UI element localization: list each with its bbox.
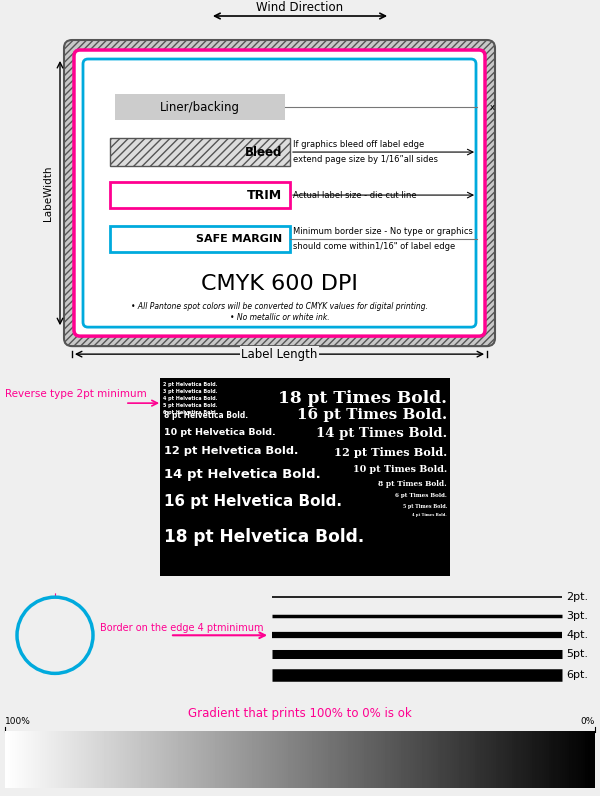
Text: 4pt.: 4pt. bbox=[566, 630, 588, 640]
Text: TRIM: TRIM bbox=[247, 189, 282, 201]
Text: 5 pt Times Bold.: 5 pt Times Bold. bbox=[403, 504, 447, 509]
Text: 2pt.: 2pt. bbox=[566, 592, 588, 602]
Text: Label Length: Label Length bbox=[241, 348, 317, 361]
Text: x: x bbox=[490, 103, 495, 111]
Text: LabeWidth: LabeWidth bbox=[43, 166, 53, 220]
Text: Liner/backing: Liner/backing bbox=[160, 100, 240, 114]
Text: 16 pt Times Bold.: 16 pt Times Bold. bbox=[297, 408, 447, 422]
Bar bbox=[160, 378, 450, 576]
Text: 12 pt Times Bold.: 12 pt Times Bold. bbox=[334, 447, 447, 458]
Text: 18 pt Times Bold.: 18 pt Times Bold. bbox=[278, 390, 447, 407]
Text: 10 pt Times Bold.: 10 pt Times Bold. bbox=[353, 465, 447, 474]
Text: 18 pt Helvetica Bold.: 18 pt Helvetica Bold. bbox=[164, 528, 364, 546]
Text: 16 pt Helvetica Bold.: 16 pt Helvetica Bold. bbox=[164, 494, 342, 509]
Text: Minimum border size - No type or graphics: Minimum border size - No type or graphic… bbox=[293, 227, 473, 236]
Text: 3pt.: 3pt. bbox=[566, 611, 588, 621]
FancyBboxPatch shape bbox=[64, 40, 495, 346]
Text: CMYK 600 DPI: CMYK 600 DPI bbox=[201, 274, 358, 294]
Text: Gradient that prints 100% to 0% is ok: Gradient that prints 100% to 0% is ok bbox=[188, 707, 412, 720]
Text: 0%: 0% bbox=[581, 716, 595, 726]
Text: 14 pt Times Bold.: 14 pt Times Bold. bbox=[316, 427, 447, 440]
Text: should come within1/16" of label edge: should come within1/16" of label edge bbox=[293, 242, 455, 251]
Text: extend page size by 1/16”all sides: extend page size by 1/16”all sides bbox=[293, 155, 438, 164]
Text: • No metallic or white ink.: • No metallic or white ink. bbox=[230, 313, 329, 322]
Text: 2 pt Helvetica Bold.: 2 pt Helvetica Bold. bbox=[163, 382, 218, 387]
Text: Actual label size - die cut line: Actual label size - die cut line bbox=[293, 190, 416, 200]
FancyBboxPatch shape bbox=[83, 59, 476, 327]
Text: SAFE MARGIN: SAFE MARGIN bbox=[196, 234, 282, 244]
Text: 12 pt Helvetica Bold.: 12 pt Helvetica Bold. bbox=[164, 446, 298, 456]
Text: 14 pt Helvetica Bold.: 14 pt Helvetica Bold. bbox=[164, 468, 321, 481]
Text: 100%: 100% bbox=[5, 716, 31, 726]
FancyBboxPatch shape bbox=[115, 94, 285, 120]
FancyBboxPatch shape bbox=[110, 226, 290, 252]
Text: • All Pantone spot colors will be converted to CMYK values for digital printing.: • All Pantone spot colors will be conver… bbox=[131, 302, 428, 310]
Text: Wind Direction: Wind Direction bbox=[256, 1, 344, 14]
FancyBboxPatch shape bbox=[74, 50, 485, 336]
Text: 5 pt Helvetica Bold.: 5 pt Helvetica Bold. bbox=[163, 403, 218, 408]
Text: 4 pt Helvetica Bold.: 4 pt Helvetica Bold. bbox=[163, 396, 218, 401]
Text: 3 pt Helvetica Bold.: 3 pt Helvetica Bold. bbox=[163, 389, 218, 394]
Text: Reverse type 2pt minimum: Reverse type 2pt minimum bbox=[5, 389, 147, 399]
Text: 4 pt Times Bold.: 4 pt Times Bold. bbox=[412, 513, 447, 517]
Text: 6pt.: 6pt. bbox=[566, 670, 588, 681]
Text: 10 pt Helvetica Bold.: 10 pt Helvetica Bold. bbox=[164, 428, 276, 437]
Text: 5pt.: 5pt. bbox=[566, 650, 588, 659]
Text: 8 pt Helvetica Bold.: 8 pt Helvetica Bold. bbox=[164, 411, 248, 420]
Bar bbox=[110, 138, 290, 166]
Text: Border on the edge 4 ptminimum: Border on the edge 4 ptminimum bbox=[100, 623, 263, 634]
Text: 6 pt Times Bold.: 6 pt Times Bold. bbox=[395, 493, 447, 498]
FancyBboxPatch shape bbox=[110, 182, 290, 208]
Text: 8 pt Times Bold.: 8 pt Times Bold. bbox=[378, 480, 447, 488]
Text: If graphics bleed off label edge: If graphics bleed off label edge bbox=[293, 140, 424, 149]
Text: Bleed: Bleed bbox=[245, 146, 282, 158]
Text: 6 pt Helvetica Bold.: 6 pt Helvetica Bold. bbox=[163, 410, 218, 416]
